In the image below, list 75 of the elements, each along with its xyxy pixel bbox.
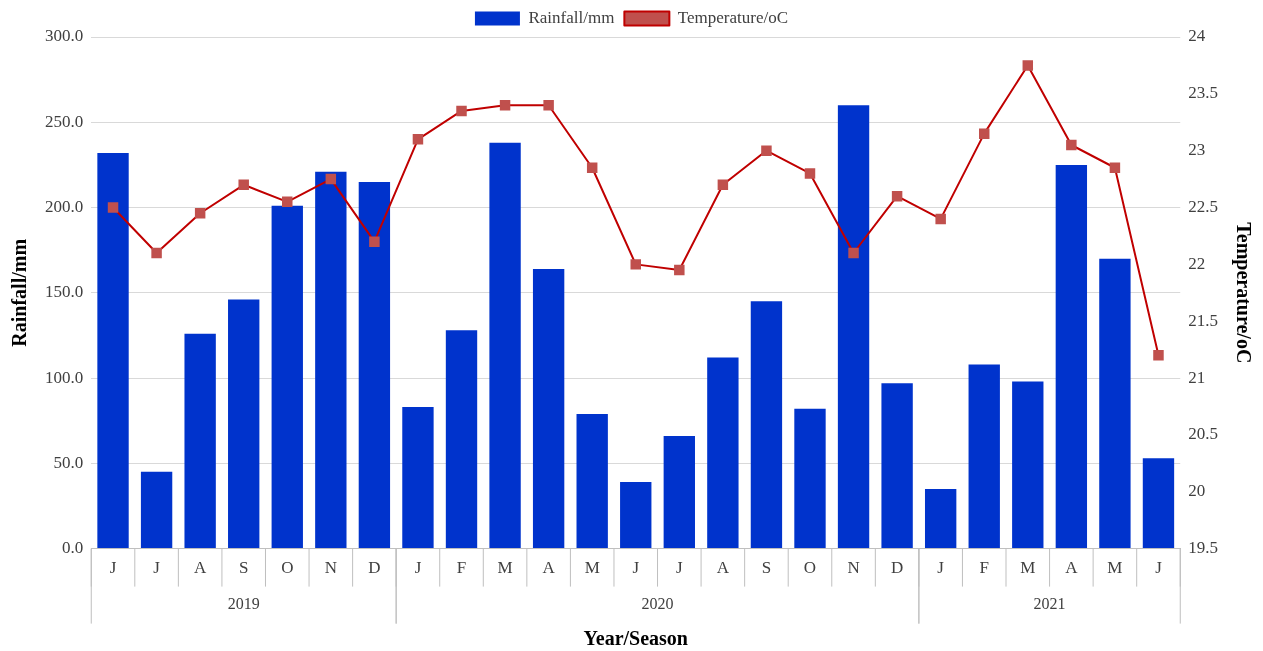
x-tick-label: J xyxy=(1155,558,1163,578)
bar xyxy=(489,142,521,549)
bar xyxy=(881,383,913,549)
bar xyxy=(576,413,608,549)
x-tick-label: J xyxy=(676,558,683,578)
text: 2019 xyxy=(227,595,260,613)
bar xyxy=(620,482,652,549)
x-tick-label: J xyxy=(153,558,161,578)
y2-tick-label: 20.5 xyxy=(1188,424,1218,444)
y2-tick-label: 22 xyxy=(1188,253,1206,273)
bar xyxy=(750,301,783,549)
bar xyxy=(968,364,1000,549)
text: 2021 xyxy=(1033,595,1066,613)
y-axis-title: Rainfall/mm xyxy=(8,238,31,347)
y-tick-label: 200.0 xyxy=(45,197,84,216)
bar xyxy=(1099,258,1131,549)
x-tick-label: F xyxy=(456,558,467,578)
y2-tick-label: 24 xyxy=(1188,26,1206,46)
bar xyxy=(445,330,478,549)
bar xyxy=(140,471,173,549)
bar xyxy=(184,333,216,549)
y2-tick-label: 22.5 xyxy=(1188,197,1218,216)
bar xyxy=(924,488,957,549)
y2-tick-label: 20 xyxy=(1188,481,1206,501)
text: 2020 xyxy=(641,595,674,613)
x-tick-label: N xyxy=(324,558,337,578)
bar xyxy=(1142,458,1175,549)
bar xyxy=(1012,381,1044,549)
x-tick-label: D xyxy=(890,558,904,578)
y2-tick-label: 21 xyxy=(1188,367,1206,387)
bar xyxy=(228,299,260,549)
x-tick-label: J xyxy=(632,558,640,578)
legend-label: Rainfall/mm xyxy=(528,7,615,27)
bar xyxy=(532,268,565,549)
y-tick-label: 300.0 xyxy=(45,26,84,46)
x-tick-label: A xyxy=(194,558,208,578)
bar xyxy=(271,205,303,549)
y-tick-label: 50.0 xyxy=(53,452,84,472)
y2-tick-label: 23.5 xyxy=(1188,83,1218,103)
y2-tick-label: 21.5 xyxy=(1188,310,1218,330)
y2-tick-label: 19.5 xyxy=(1188,538,1218,558)
y-tick-label: 150.0 xyxy=(45,282,84,302)
x-tick-label: A xyxy=(1065,558,1079,578)
bar xyxy=(837,105,870,549)
x-tick-label: M xyxy=(1107,558,1123,578)
bar xyxy=(402,407,434,549)
bar xyxy=(97,152,129,549)
x-tick-label: S xyxy=(238,558,249,578)
x-tick-label: J xyxy=(937,558,945,578)
x-tick-label: A xyxy=(542,558,556,578)
bar xyxy=(794,408,826,549)
x-axis-title: Year/Season xyxy=(583,626,688,649)
y2-axis-title: Temperature/oC xyxy=(1231,222,1255,364)
bar xyxy=(663,436,695,549)
x-tick-label: O xyxy=(281,558,294,578)
x-tick-label: M xyxy=(497,558,513,578)
x-tick-label: M xyxy=(1020,558,1036,578)
y2-tick-label: 23 xyxy=(1188,140,1206,160)
bar xyxy=(1055,164,1088,549)
x-tick-label: N xyxy=(847,558,860,578)
x-tick-label: D xyxy=(368,558,381,578)
bar xyxy=(315,171,347,549)
x-tick-label: O xyxy=(803,558,817,578)
x-tick-label: J xyxy=(109,558,117,578)
x-tick-label: F xyxy=(979,558,989,578)
y-tick-label: 250.0 xyxy=(45,111,84,131)
legend-label: Temperature/oC xyxy=(677,7,789,27)
x-tick-label: S xyxy=(761,558,772,578)
bar xyxy=(707,357,739,549)
x-tick-label: M xyxy=(584,558,600,578)
x-tick-label: A xyxy=(716,558,730,578)
bar xyxy=(358,181,391,549)
x-tick-label: J xyxy=(414,558,422,578)
y-tick-label: 0.0 xyxy=(62,538,84,558)
y-tick-label: 100.0 xyxy=(45,367,84,387)
